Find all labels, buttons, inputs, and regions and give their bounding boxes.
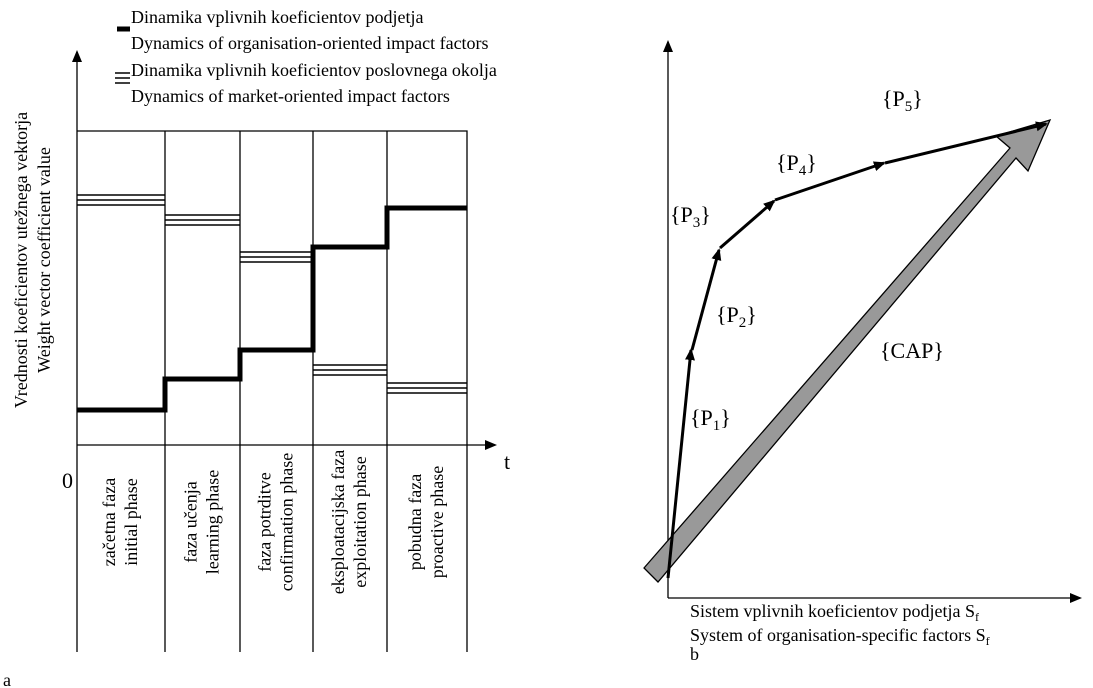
- phase-label: začetna faza: [99, 478, 119, 566]
- x-label-sub: f: [975, 610, 979, 624]
- vector-label-text: {P: [882, 86, 905, 111]
- vector-label-sub: 2: [739, 315, 747, 331]
- vector-label: {P1}: [690, 405, 731, 434]
- phase-labels: začetna faza initial phase faza učenja lear…: [99, 450, 447, 594]
- cap-arrow: [643, 118, 1052, 583]
- vector-label-end: }: [806, 150, 817, 175]
- vector-label-end: }: [720, 405, 731, 430]
- phase-label: exploitation phase: [350, 456, 370, 587]
- panel-a: Dinamika vplivnih koeficientov podjetja …: [3, 7, 510, 688]
- legend-text: Dinamika vplivnih koeficientov poslovneg…: [131, 60, 497, 80]
- vector-label-sub: 5: [905, 99, 913, 115]
- vector-label-end: }: [700, 202, 711, 227]
- phase-label: eksploatacijska faza: [328, 450, 348, 594]
- panel-label: b: [690, 644, 699, 664]
- vector-label-text: {P: [690, 405, 713, 430]
- vector-label-sub: 1: [713, 418, 721, 434]
- resultant-label: {CAP}: [880, 338, 944, 363]
- legend-text: Dinamika vplivnih koeficientov podjetja: [131, 7, 423, 27]
- phase-label: confirmation phase: [277, 453, 297, 591]
- phase-label: pobudna faza: [405, 474, 425, 570]
- x-labels: Sistem vplivnih koeficientov podjetja Sf…: [690, 601, 990, 648]
- legend-text: Dynamics of organisation-oriented impact…: [131, 33, 489, 53]
- x-label: Sistem vplivnih koeficientov podjetja Sf: [690, 601, 979, 624]
- vector-label: {P2}: [716, 302, 757, 331]
- vector-label-text: {P: [670, 202, 693, 227]
- vector-label-end: }: [746, 302, 757, 327]
- phase-label: learning phase: [203, 470, 223, 574]
- phase-label: proactive phase: [427, 466, 447, 578]
- vector-path: [666, 121, 1048, 579]
- x-label-sub: f: [986, 634, 990, 648]
- vector-label: {P4}: [776, 150, 817, 179]
- phase-label: initial phase: [121, 478, 141, 565]
- legend-text: Dynamics of market-oriented impact facto…: [131, 86, 450, 106]
- vector-label-sub: 3: [693, 215, 701, 231]
- vector-label-text: {P: [716, 302, 739, 327]
- panel-label: a: [3, 670, 11, 688]
- vector-label: {P5}: [882, 86, 923, 115]
- x-label-text: System of organisation-specific factors …: [690, 625, 986, 645]
- vector-labels: {P1}{P2}{P3}{P4}{P5}: [670, 86, 923, 434]
- x-label: System of organisation-specific factors …: [690, 625, 990, 648]
- x-label: t: [504, 449, 510, 474]
- vector-label-sub: 4: [799, 163, 807, 179]
- organisation-line: [77, 205, 467, 413]
- phase-label: faza potrditve: [255, 472, 275, 571]
- legend-swatch: [115, 72, 130, 84]
- y-label: Weight vector coefficient value: [34, 147, 54, 373]
- vector-label-text: {P: [776, 150, 799, 175]
- y-label: Vrednosti koeficientov utežnega vektorja: [11, 112, 31, 408]
- market-lines: [77, 194, 467, 394]
- panel-b: {P1}{P2}{P3}{P4}{P5} {CAP} Sistem vplivn…: [643, 40, 1082, 664]
- x-label-text: Sistem vplivnih koeficientov podjetja S: [690, 601, 975, 621]
- phase-label: faza učenja: [181, 481, 201, 562]
- origin-label: 0: [62, 468, 73, 493]
- vector-label-end: }: [912, 86, 923, 111]
- vector-label: {P3}: [670, 202, 711, 231]
